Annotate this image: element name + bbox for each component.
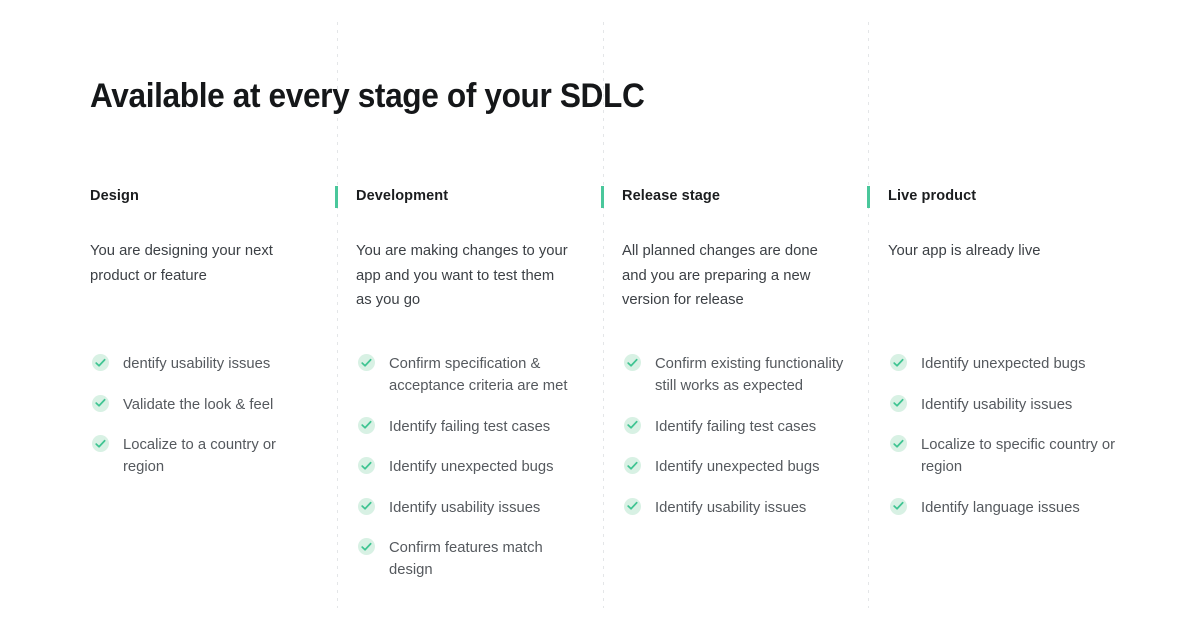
checklist-live-product: Identify unexpected bugs Identify usabili…: [888, 353, 1116, 519]
stage-column-live-product: Live product Your app is already live Iden…: [867, 186, 1116, 516]
list-item-label: Confirm specification & acceptance crite…: [389, 356, 568, 394]
accent-bar-release-stage: [601, 186, 604, 208]
list-item: Localize to specific country or region: [888, 434, 1116, 478]
accent-bar-live-product: [867, 186, 870, 208]
check-circle-icon: [890, 354, 907, 371]
list-item: Validate the look & feel: [90, 394, 318, 416]
list-item: Identify usability issues: [356, 497, 584, 519]
list-item: Confirm specification & acceptance crite…: [356, 353, 584, 397]
list-item-label: Identify unexpected bugs: [921, 356, 1086, 372]
column-header-development: Development: [335, 186, 584, 212]
list-item: Localize to a country or region: [90, 434, 318, 478]
column-header-live-product: Live product: [867, 186, 1116, 212]
list-item-label: Confirm features match design: [389, 540, 543, 578]
column-title-live-product: Live product: [888, 188, 977, 204]
list-item: Identify usability issues: [888, 394, 1116, 416]
list-item-label: Identify unexpected bugs: [655, 459, 820, 475]
column-title-release-stage: Release stage: [622, 188, 721, 204]
check-circle-icon: [624, 457, 641, 474]
column-divider-2: [603, 22, 604, 608]
list-item: Identify failing test cases: [622, 416, 850, 438]
list-item-label: dentify usability issues: [123, 356, 271, 372]
list-item: Identify unexpected bugs: [622, 456, 850, 478]
checklist-release-stage: Confirm existing functionality still wor…: [622, 353, 850, 519]
list-item-label: Identify unexpected bugs: [389, 459, 554, 475]
page-title: Available at every stage of your SDLC: [90, 77, 645, 115]
list-item-label: Validate the look & feel: [123, 396, 274, 413]
list-item-label: Identify usability issues: [655, 499, 807, 516]
stage-column-development: Development You are making changes to you…: [335, 186, 584, 578]
check-circle-icon: [890, 435, 907, 452]
column-title-design: Design: [90, 188, 139, 204]
column-header-design: Design: [90, 186, 318, 212]
list-item: Identify unexpected bugs: [356, 456, 584, 478]
accent-bar-development: [335, 186, 338, 208]
list-item: Identify unexpected bugs: [888, 353, 1116, 375]
check-circle-icon: [92, 394, 109, 412]
list-item-label: Confirm existing functionality still wor…: [655, 356, 844, 394]
check-circle-icon: [358, 538, 375, 555]
stage-column-design: Design You are designing your next produc…: [90, 186, 318, 475]
check-circle-icon: [92, 435, 109, 452]
check-circle-icon: [358, 354, 375, 371]
column-divider-1: [337, 22, 338, 608]
list-item: dentify usability issues: [90, 353, 318, 375]
list-item-label: Localize to a country or region: [123, 437, 276, 475]
list-item-label: Identify usability issues: [921, 396, 1073, 413]
check-circle-icon: [358, 416, 375, 434]
check-circle-icon: [624, 416, 641, 434]
check-circle-icon: [890, 394, 907, 412]
list-item: Confirm existing functionality still wor…: [622, 353, 850, 397]
check-circle-icon: [358, 497, 375, 515]
column-divider-3: [868, 22, 869, 608]
list-item: Identify usability issues: [622, 497, 850, 519]
list-item-label: Identify usability issues: [389, 499, 541, 516]
list-item-label: Identify failing test cases: [389, 418, 551, 435]
list-item-label: Identify language issues: [921, 499, 1080, 516]
check-circle-icon: [358, 457, 375, 474]
checklist-development: Confirm specification & acceptance crite…: [356, 353, 584, 581]
list-item: Confirm features match design: [356, 537, 584, 581]
column-description-live-product: Your app is already live: [888, 243, 1041, 259]
stage-column-release-stage: Release stage All planned changes are don…: [601, 186, 850, 516]
list-item: Identify failing test cases: [356, 416, 584, 438]
column-title-development: Development: [356, 188, 449, 204]
column-description-development: You are making changes to your app and y…: [356, 243, 568, 308]
list-item: Identify language issues: [888, 497, 1116, 519]
check-circle-icon: [890, 497, 907, 515]
column-description-release-stage: All planned changes are done and you are…: [622, 243, 818, 308]
column-description-design: You are designing your next product or f…: [90, 243, 273, 284]
check-circle-icon: [624, 497, 641, 515]
check-circle-icon: [624, 354, 641, 371]
list-item-label: Localize to specific country or region: [921, 437, 1116, 475]
checklist-design: dentify usability issues Validate the loo…: [90, 353, 318, 478]
check-circle-icon: [92, 354, 109, 371]
column-header-release-stage: Release stage: [601, 186, 850, 212]
list-item-label: Identify failing test cases: [655, 418, 817, 435]
